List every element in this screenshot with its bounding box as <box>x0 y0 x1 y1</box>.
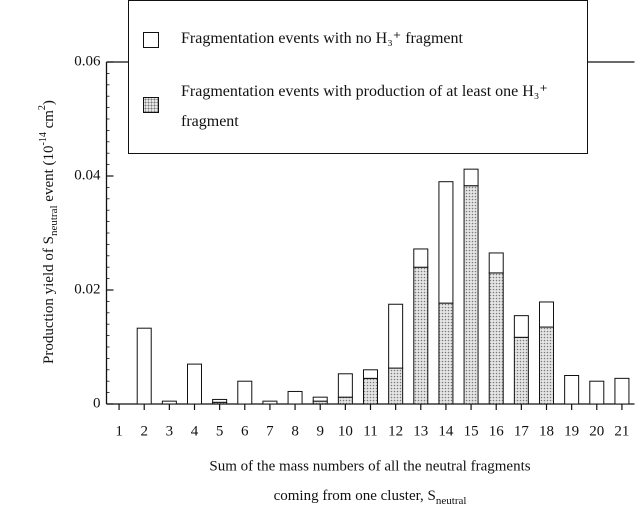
bar-segment <box>337 373 353 398</box>
legend-entry: Fragmentation events with no H₃⁺ fragmen… <box>143 25 561 53</box>
bar-segment <box>488 272 504 405</box>
bar-segment <box>614 377 630 405</box>
bar-segment <box>312 396 328 402</box>
bar-segment <box>337 396 353 405</box>
y-label-part: event (10 <box>41 145 57 205</box>
y-label-sup: -14 <box>38 132 49 145</box>
bar-segment <box>589 380 605 405</box>
x-tick-label: 3 <box>166 423 174 439</box>
bar-segment <box>463 168 479 187</box>
bar-segment <box>539 326 554 405</box>
y-tick-label: 0.02 <box>74 281 100 297</box>
bar-segment <box>212 398 228 403</box>
bar-segment <box>513 315 529 338</box>
x-tick-label: 5 <box>216 423 224 439</box>
x-tick-label: 18 <box>539 423 554 439</box>
x-label-sub: neutral <box>436 495 467 507</box>
bar-segment <box>388 367 404 405</box>
bar-segment <box>438 181 454 304</box>
bar-segment <box>363 377 378 405</box>
bar-segment <box>488 252 504 274</box>
y-tick-label: 0.06 <box>74 53 101 69</box>
bar-segment <box>287 390 303 405</box>
bar-segment <box>136 327 152 405</box>
bar-segment <box>413 248 429 268</box>
y-tick-label: 0.04 <box>74 167 101 183</box>
legend-swatch <box>143 32 159 48</box>
x-tick-label: 7 <box>266 423 274 439</box>
y-label-part: cm <box>41 110 57 132</box>
x-tick-label: 9 <box>316 423 324 439</box>
y-tick-label: 0 <box>93 395 101 411</box>
legend-swatch <box>143 97 159 113</box>
x-tick-label: 2 <box>140 423 148 439</box>
legend-label: Fragmentation events with no H₃⁺ fragmen… <box>181 30 463 47</box>
bar-segment <box>161 400 177 405</box>
x-label-part: coming from one cluster, S <box>274 488 436 504</box>
bar-segment <box>513 336 529 405</box>
y-label-sup: 2 <box>37 105 48 110</box>
bar-segment <box>413 266 429 405</box>
x-tick-label: 17 <box>514 423 530 439</box>
x-tick-label: 1 <box>115 423 123 439</box>
bar-segment <box>539 301 554 328</box>
x-tick-label: 20 <box>589 423 604 439</box>
legend-entry: Fragmentation events with production of … <box>143 77 561 137</box>
bar-segment <box>463 185 479 405</box>
legend-label: Fragmentation events with production of … <box>181 83 548 130</box>
x-tick-label: 14 <box>438 423 454 439</box>
x-tick-label: 12 <box>388 423 403 439</box>
x-axis-label: coming from one cluster, Sneutral <box>274 488 467 506</box>
x-tick-label: 15 <box>464 423 479 439</box>
x-tick-label: 16 <box>489 423 505 439</box>
x-tick-label: 21 <box>614 423 629 439</box>
x-tick-label: 8 <box>291 423 299 439</box>
x-tick-label: 6 <box>241 423 249 439</box>
x-tick-label: 11 <box>363 423 377 439</box>
y-label-part: Production yield of S <box>41 236 57 364</box>
legend: Fragmentation events with no H₃⁺ fragmen… <box>128 0 588 154</box>
bar-segment <box>438 302 454 405</box>
bar-segment <box>262 400 278 405</box>
x-tick-label: 4 <box>191 423 199 439</box>
bar-segment <box>187 363 202 405</box>
y-axis-label: Production yield of Sneutral event (10-1… <box>37 100 59 364</box>
x-tick-label: 10 <box>338 423 353 439</box>
bar-segment <box>363 369 378 379</box>
y-label-sub: neutral <box>48 205 60 236</box>
bar-segment <box>388 303 404 369</box>
bar-segment <box>237 380 253 405</box>
bar-segment <box>564 375 580 405</box>
y-label-part: ) <box>41 100 57 105</box>
x-tick-label: 13 <box>413 423 428 439</box>
x-axis-label: Sum of the mass numbers of all the neutr… <box>209 458 530 474</box>
x-tick-label: 19 <box>564 423 579 439</box>
